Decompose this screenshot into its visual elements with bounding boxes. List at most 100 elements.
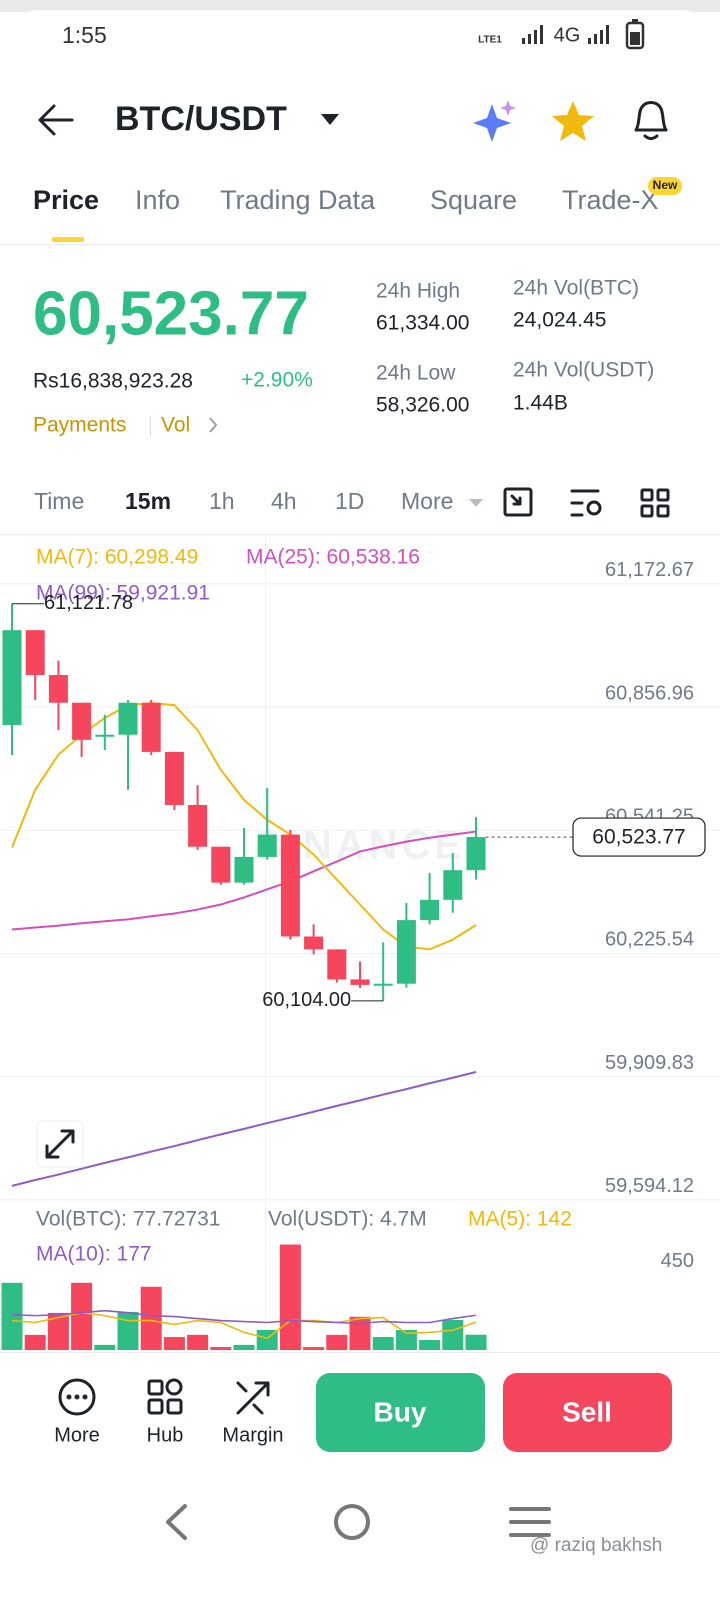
candle-body: [72, 702, 92, 740]
pair-dropdown[interactable]: [321, 114, 339, 125]
volume-bar: [163, 1337, 185, 1350]
candle-body: [2, 630, 22, 725]
ma-legend: MA(99): 59,921.91: [36, 582, 210, 605]
interval-tab[interactable]: 1D: [335, 488, 364, 514]
action-label[interactable]: More: [54, 1424, 100, 1446]
volume-bar: [442, 1319, 464, 1350]
candle-body: [420, 899, 440, 921]
candle-body: [396, 920, 416, 984]
interval-tab[interactable]: 15m: [125, 488, 171, 514]
interval-tab[interactable]: 1h: [209, 488, 235, 514]
chart-bottom-border: [0, 1352, 720, 1353]
sell-label[interactable]: Sell: [562, 1396, 612, 1427]
candle-body: [234, 856, 254, 883]
payments-link[interactable]: Payments: [33, 414, 126, 437]
volume-bar: [279, 1244, 301, 1350]
ma-legend: MA(25): 60,538.16: [246, 546, 420, 569]
link-separator: [150, 416, 151, 436]
volume-chart: Vol(BTC): 77.72731 Vol(USDT): 4.7M MA(5): …: [1, 1208, 694, 1350]
last-price-tag: [572, 817, 706, 857]
ma-line: [11, 1070, 477, 1187]
volume-bar: [419, 1339, 441, 1350]
tab-trading-data[interactable]: Trading Data: [220, 185, 376, 215]
nav-recents[interactable]: [509, 1507, 551, 1537]
y-tick-label: 60,856.96: [605, 682, 694, 704]
volume-bar: [465, 1334, 487, 1350]
ma-line: [11, 1311, 477, 1340]
buy-label[interactable]: Buy: [374, 1396, 427, 1427]
extreme-label: 61,121.78: [44, 592, 133, 614]
candle-body: [304, 936, 324, 950]
stat-value: 1.44B: [513, 392, 568, 415]
stat-value: 24,024.45: [513, 309, 606, 332]
stat-label: 24h High: [376, 280, 460, 303]
tab-info[interactable]: Info: [135, 185, 180, 215]
ma-line: [11, 830, 477, 931]
candle-body: [25, 630, 45, 676]
price-change: +2.90%: [241, 369, 313, 392]
status-time: 1:55: [62, 22, 107, 48]
interval-tab[interactable]: Time: [34, 488, 84, 514]
volume-bar: [117, 1311, 139, 1350]
status-network: 4G: [554, 24, 581, 46]
status-lte: LTE1: [478, 35, 502, 46]
action-label[interactable]: Hub: [147, 1424, 184, 1446]
candle-body: [48, 675, 68, 703]
tab-trade-x[interactable]: Trade-X: [562, 185, 659, 215]
y-tick-label: 60,225.54: [605, 929, 694, 951]
nav-home[interactable]: [334, 1504, 370, 1540]
buy-button[interactable]: [316, 1373, 485, 1452]
volume-legend: Vol(USDT): 4.7M: [268, 1208, 427, 1231]
chart-tool-1[interactable]: [503, 487, 533, 517]
candle-body: [188, 804, 208, 847]
candle-body: [141, 702, 161, 752]
volume-legend: Vol(BTC): 77.72731: [36, 1208, 220, 1231]
volume-bar: [233, 1344, 255, 1350]
candle-body: [118, 702, 138, 735]
favorite-star[interactable]: [552, 101, 594, 141]
volume-bar: [24, 1334, 46, 1350]
candle-body: [211, 846, 231, 883]
interval-tab[interactable]: More: [401, 488, 453, 514]
volume-bar: [1, 1282, 23, 1350]
tab-price[interactable]: Price: [33, 185, 99, 215]
volume-bar: [187, 1334, 209, 1350]
volume-bar: [303, 1347, 325, 1350]
ma-legend: MA(7): 60,298.49: [36, 546, 198, 569]
hub-icon[interactable]: [147, 1378, 183, 1415]
vol-link[interactable]: Vol: [161, 414, 190, 437]
nav-back[interactable]: [166, 1504, 187, 1540]
new-badge-bg: [648, 177, 682, 195]
margin-icon[interactable]: [236, 1381, 270, 1415]
signal-1: [522, 25, 543, 44]
back-button[interactable]: [38, 104, 74, 136]
volume-bar: [395, 1329, 417, 1350]
pair-title[interactable]: BTC/USDT: [115, 100, 287, 138]
candle-body: [95, 734, 115, 737]
interval-tab[interactable]: 4h: [271, 488, 297, 514]
volume-bar: [47, 1312, 69, 1350]
more-icon[interactable]: [58, 1378, 96, 1416]
tab-indicator: [52, 237, 84, 242]
link-chevron: [209, 417, 218, 433]
ma-line: [11, 1309, 477, 1325]
action-label[interactable]: Margin: [222, 1424, 283, 1446]
expand-button[interactable]: [36, 1120, 84, 1168]
tab-square[interactable]: Square: [430, 185, 517, 215]
volume-bar: [71, 1282, 93, 1350]
candle-body: [443, 870, 463, 900]
chart-tool-2[interactable]: [570, 489, 602, 517]
ai-button[interactable]: [473, 100, 516, 142]
y-tick-label: 61,172.67: [605, 559, 694, 581]
candle-body: [164, 751, 184, 805]
y-tick-label: 59,909.83: [605, 1052, 694, 1074]
divider: [0, 244, 720, 245]
status-strip: [0, 0, 720, 12]
stat-value: 61,334.00: [376, 312, 469, 335]
watermark: @ raziq bakhsh: [530, 1535, 662, 1556]
chart-tool-3[interactable]: [640, 488, 670, 518]
sell-button[interactable]: [503, 1373, 672, 1452]
stat-label: 24h Vol(BTC): [513, 277, 639, 300]
notification-bell[interactable]: [634, 101, 668, 140]
